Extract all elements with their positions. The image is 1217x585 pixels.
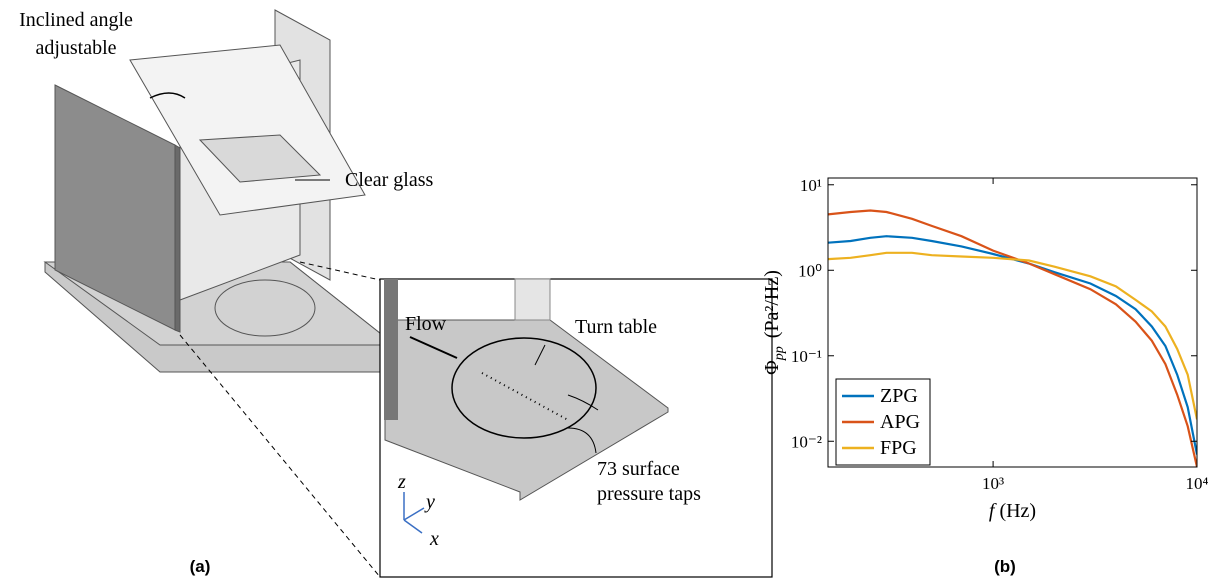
- annotation: Turn table: [575, 316, 657, 338]
- y-axis-unit: (Pa²/Hz): [761, 270, 783, 338]
- x-tick-label: 10³: [982, 474, 1004, 493]
- axis-symbol: y: [424, 491, 435, 513]
- annotation: 73 surface: [597, 458, 680, 480]
- annotation: adjustable: [35, 37, 116, 59]
- y-tick-label: 10¹: [800, 176, 822, 195]
- caption: (a): [190, 557, 211, 576]
- x-axis-label: f (Hz): [989, 500, 1036, 522]
- axis-symbol: x: [429, 528, 439, 550]
- y-tick-label: 10⁰: [798, 261, 822, 280]
- legend-label: ZPG: [880, 385, 918, 407]
- x-axis-unit: (Hz): [999, 500, 1036, 522]
- caption: (b): [994, 557, 1016, 576]
- annotation: Inclined angle: [19, 9, 133, 31]
- legend-label: FPG: [880, 437, 917, 459]
- annotation: pressure taps: [597, 483, 701, 505]
- annotation: Clear glass: [345, 169, 434, 191]
- legend-label: APG: [880, 411, 920, 433]
- annotation: Flow: [405, 313, 447, 335]
- y-tick-label: 10⁻¹: [791, 347, 822, 366]
- figure: Inclined angle adjustable Clear glass Fl…: [0, 0, 1217, 585]
- axis-symbol: z: [397, 471, 406, 493]
- y-axis-subscript: pp: [772, 346, 787, 361]
- y-axis-symbol: Φ: [761, 360, 783, 375]
- x-axis-symbol: f: [989, 500, 997, 522]
- x-tick-label: 10⁴: [1186, 474, 1209, 493]
- rig-drawing: [45, 10, 395, 577]
- y-tick-label: 10⁻²: [791, 432, 822, 451]
